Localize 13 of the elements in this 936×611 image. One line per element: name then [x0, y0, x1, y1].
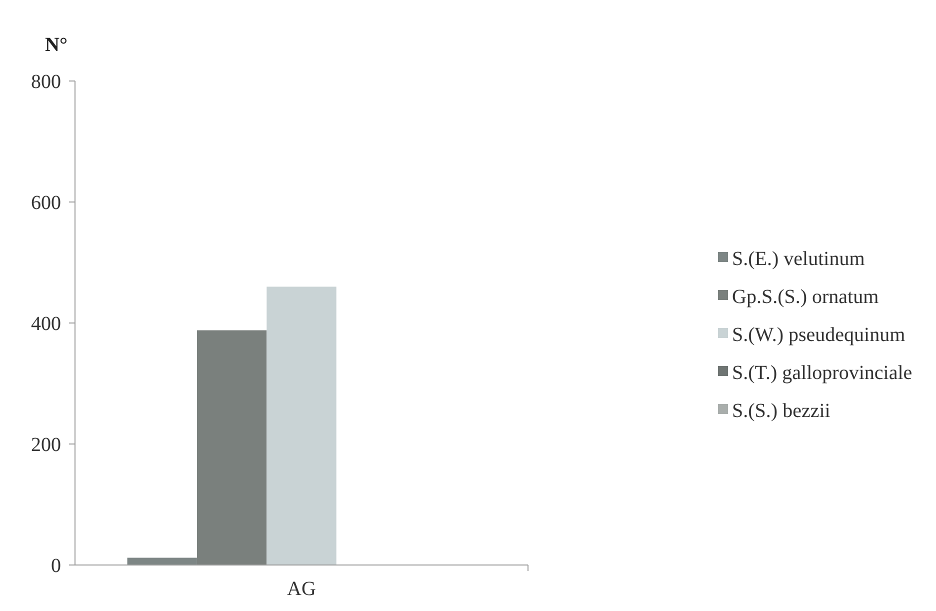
y-axis-title: N°	[45, 34, 68, 56]
bar	[266, 286, 336, 565]
x-tick-label: AG	[287, 578, 316, 600]
y-tick-label: 200	[31, 434, 61, 456]
y-tick-label: 400	[31, 313, 61, 335]
legend-label: S.(W.) pseudequinum	[732, 324, 906, 346]
legend-label: S.(E.) velutinum	[732, 248, 866, 270]
y-tick-label: 0	[51, 555, 61, 577]
legend-label: Gp.S.(S.) ornatum	[732, 286, 880, 308]
y-tick-label: 800	[31, 71, 61, 93]
legend-label: S.(T.) galloprovinciale	[732, 362, 912, 384]
legend-label: S.(S.) bezzii	[732, 400, 831, 422]
y-tick-label: 600	[31, 192, 61, 214]
